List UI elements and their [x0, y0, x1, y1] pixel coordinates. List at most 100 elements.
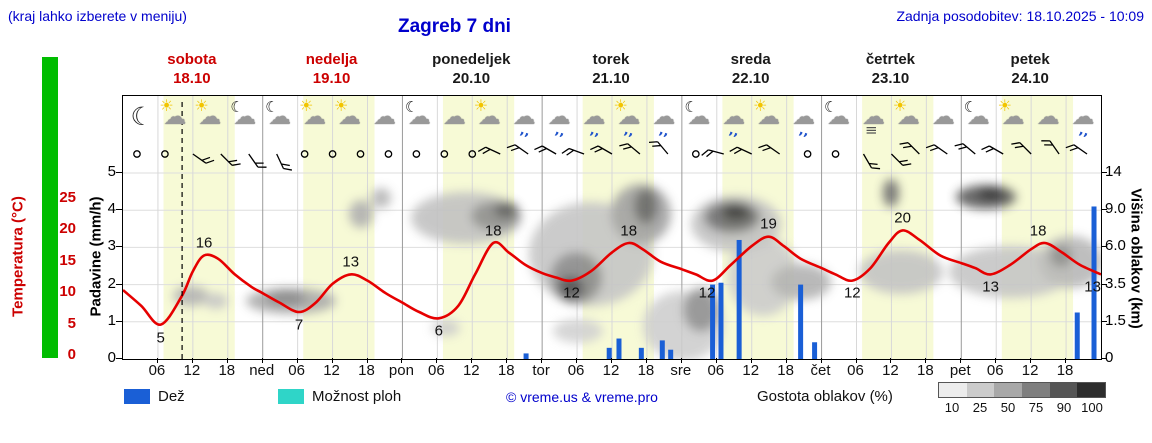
hour-label: 06	[707, 362, 725, 379]
menu-hint: (kraj lahko izberete v meniju)	[8, 8, 187, 24]
wind-barb-icon	[890, 153, 912, 166]
rain-bar	[736, 239, 742, 359]
day-date: 23.10	[871, 70, 910, 87]
day-date: 20.10	[452, 70, 491, 87]
density-scale-segment	[994, 383, 1023, 397]
cloud-blob	[883, 179, 899, 207]
cloud-tick-label: 1.5	[1105, 311, 1126, 329]
cloud-blob	[432, 320, 460, 336]
day-abbrev-label: ned	[249, 362, 275, 379]
wind-barb-icon	[276, 153, 293, 171]
cloud-tickmark	[1101, 172, 1107, 173]
cloud-cover-blobs	[173, 179, 1101, 359]
wind-barb-icon	[758, 144, 781, 155]
wind-barb-icon	[954, 143, 976, 155]
day-abbrev-label: tor	[532, 362, 550, 379]
rain-bar	[638, 347, 644, 359]
wind-barb-icon	[477, 146, 501, 155]
precip-tick-label: 1	[107, 311, 116, 329]
day-name: sreda	[730, 51, 771, 68]
hour-label: 18	[497, 362, 515, 379]
wind-barb-icon	[1011, 142, 1032, 155]
daylight-band	[862, 96, 934, 359]
density-scale-segment	[1022, 383, 1050, 397]
wind-barb-icon	[192, 153, 215, 164]
cloud-tickmark	[1101, 209, 1107, 211]
cloud-tickmark	[1101, 283, 1107, 285]
wind-barb-icon	[534, 145, 557, 155]
temperature-axis-label: Temperatura (°C)	[9, 196, 27, 317]
precip-tick-label: 5	[107, 163, 116, 180]
wind-barb-icon	[1041, 140, 1060, 155]
calm-wind-icon	[440, 150, 449, 158]
cloud-tickmark	[1101, 246, 1107, 248]
day-abbrev-label: pet	[949, 362, 971, 379]
day-header: sreda 22.10	[681, 50, 821, 88]
rain-swatch	[124, 389, 150, 404]
cloud-blob	[494, 202, 518, 218]
precip-tick-label: 2	[107, 274, 116, 292]
density-value-label: 50	[1000, 400, 1016, 415]
day-abbrev-label: pon	[388, 362, 414, 379]
calm-wind-icon	[328, 150, 337, 158]
hour-label: 06	[288, 362, 305, 379]
cloud-blob	[204, 293, 228, 309]
wind-barb-icon	[981, 145, 1004, 155]
cloud-blob	[683, 288, 719, 332]
day-name: nedelja	[305, 51, 358, 68]
midnight-tickmark	[261, 358, 263, 363]
cloud-blob	[558, 276, 584, 300]
calm-wind-icon	[831, 150, 840, 158]
day-abbrev-label: čet	[810, 362, 831, 379]
cloud-density-values: 10 25 50 75 90 100	[938, 400, 1106, 415]
midnight-tickmark	[401, 358, 403, 363]
calm-wind-icon	[133, 150, 141, 158]
calm-wind-icon	[412, 150, 421, 158]
temp-tick-label: 10	[59, 283, 76, 301]
cloud-blob	[553, 319, 603, 343]
hour-label: 18	[1056, 362, 1074, 379]
cloud-blob	[634, 188, 658, 224]
hour-tickmark	[855, 358, 857, 363]
shower-legend-label: Možnost ploh	[312, 388, 402, 405]
day-abbrev-label: sre	[670, 362, 692, 379]
midnight-tickmark	[960, 358, 962, 363]
wind-barb-icon	[619, 143, 641, 155]
calm-wind-icon	[384, 150, 393, 158]
cloud-blob	[349, 200, 373, 228]
cloud-blob	[728, 236, 798, 316]
density-scale-segment	[1049, 383, 1078, 397]
density-value-label: 10	[944, 400, 960, 415]
calm-wind-icon	[161, 150, 169, 158]
midnight-tickmark	[541, 358, 543, 363]
hour-label: 12	[323, 362, 340, 379]
rain-bar	[710, 284, 716, 359]
wind-barb-icon	[220, 153, 241, 166]
forecast-canvas	[123, 96, 1101, 359]
day-date: 21.10	[592, 70, 630, 87]
page-title: Zagreb 7 dni	[398, 16, 511, 37]
density-value-label: 90	[1056, 400, 1072, 415]
wind-barb-icon	[862, 153, 881, 170]
cloud-tickmark	[1101, 320, 1107, 322]
hour-label: 12	[742, 362, 760, 379]
hour-tickmark	[645, 358, 647, 363]
precip-tick-label: 0	[107, 349, 116, 366]
cloud-density-label: Gostota oblakov (%)	[757, 388, 893, 405]
day-date: 19.10	[312, 70, 351, 87]
daylight-band	[1001, 96, 1074, 359]
day-name: sobota	[167, 51, 217, 68]
density-scale-segment	[966, 383, 995, 397]
credit-link[interactable]: © vreme.us & vreme.pro	[506, 389, 658, 405]
wind-barb-icon	[899, 142, 920, 155]
hour-label: 12	[462, 362, 480, 379]
rain-bar	[1074, 312, 1080, 359]
day-name: petek	[1010, 51, 1050, 68]
temperature-scale-strip	[42, 57, 58, 358]
hour-tickmark	[1065, 358, 1067, 363]
cloud-tickmark	[1101, 358, 1107, 359]
rain-bar	[812, 342, 818, 359]
hour-label: 12	[602, 362, 620, 379]
wind-barb-icon	[701, 149, 724, 158]
